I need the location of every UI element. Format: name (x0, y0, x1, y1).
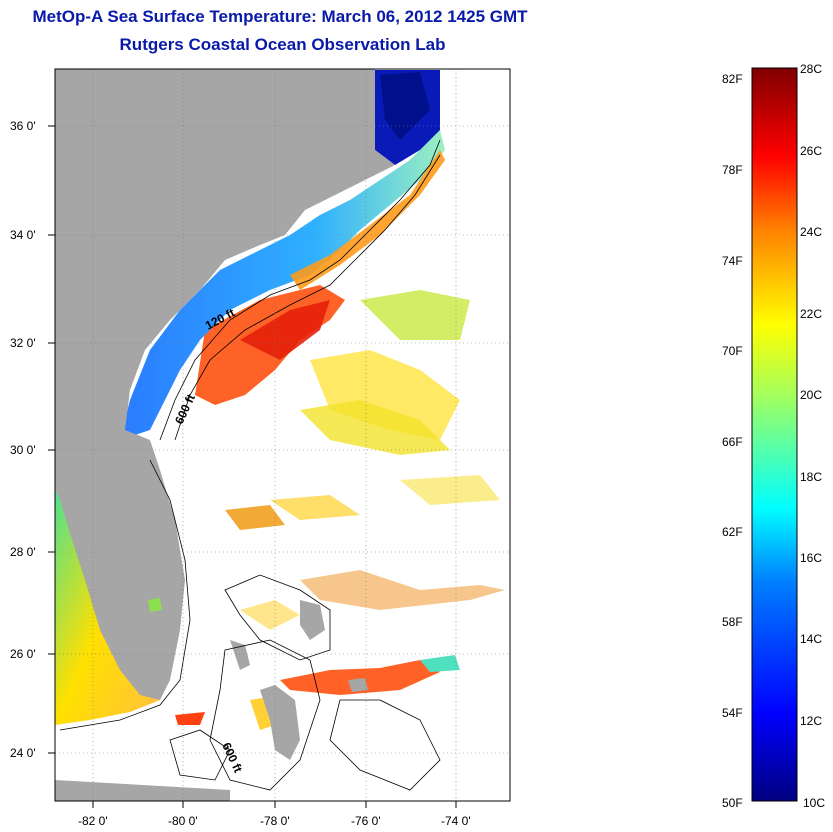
lat-label: 36 0' (10, 119, 36, 133)
colorbar-c-label: 24C (800, 225, 823, 239)
colorbar-f-label: 82F (722, 72, 743, 86)
colorbar-c-label: 18C (800, 470, 823, 484)
colorbar-f-label: 66F (722, 435, 743, 449)
map-frame (54, 68, 511, 802)
colorbar-f-label: 78F (722, 163, 743, 177)
bahamas-islands (230, 600, 368, 760)
lon-label: -74 0' (441, 814, 471, 828)
colorbar (751, 67, 798, 802)
lon-label: -76 0' (351, 814, 381, 828)
map-subtitle: Rutgers Coastal Ocean Observation Lab (119, 35, 446, 54)
colorbar-c-label: 16C (800, 551, 823, 565)
colorbar-c-label: 20C (800, 388, 823, 402)
lat-label: 24 0' (10, 746, 36, 760)
lat-label: 30 0' (10, 443, 36, 457)
coastal-cold-water (120, 130, 445, 440)
depth-contours (59, 139, 441, 791)
lat-label: 32 0' (10, 336, 36, 350)
lon-label: -82 0' (78, 814, 108, 828)
colorbar-f-label: 74F (722, 254, 743, 268)
lon-label: -80 0' (168, 814, 198, 828)
colorbar-c-label: 14C (800, 632, 823, 646)
colorbar-f-label: 70F (722, 344, 743, 358)
colorbar-f-label: 62F (722, 525, 743, 539)
colorbar-c-label: 12C (800, 714, 823, 728)
colorbar-c-label: 10C (803, 796, 826, 810)
lat-label: 28 0' (10, 545, 36, 559)
colorbar-c-label: 26C (800, 144, 823, 158)
colorbar-c-label: 28C (800, 62, 823, 76)
warm-water-patches (175, 285, 505, 730)
colorbar-f-label: 50F (722, 796, 743, 810)
colorbar-f-label: 58F (722, 615, 743, 629)
colorbar-c-label: 22C (800, 307, 823, 321)
lon-label: -78 0' (260, 814, 290, 828)
land-mass (55, 69, 395, 700)
axis-ticks (48, 125, 457, 808)
map-title: MetOp-A Sea Surface Temperature: March 0… (32, 7, 528, 26)
lat-label: 34 0' (10, 228, 36, 242)
colorbar-f-label: 54F (722, 706, 743, 720)
lat-label: 26 0' (10, 647, 36, 661)
